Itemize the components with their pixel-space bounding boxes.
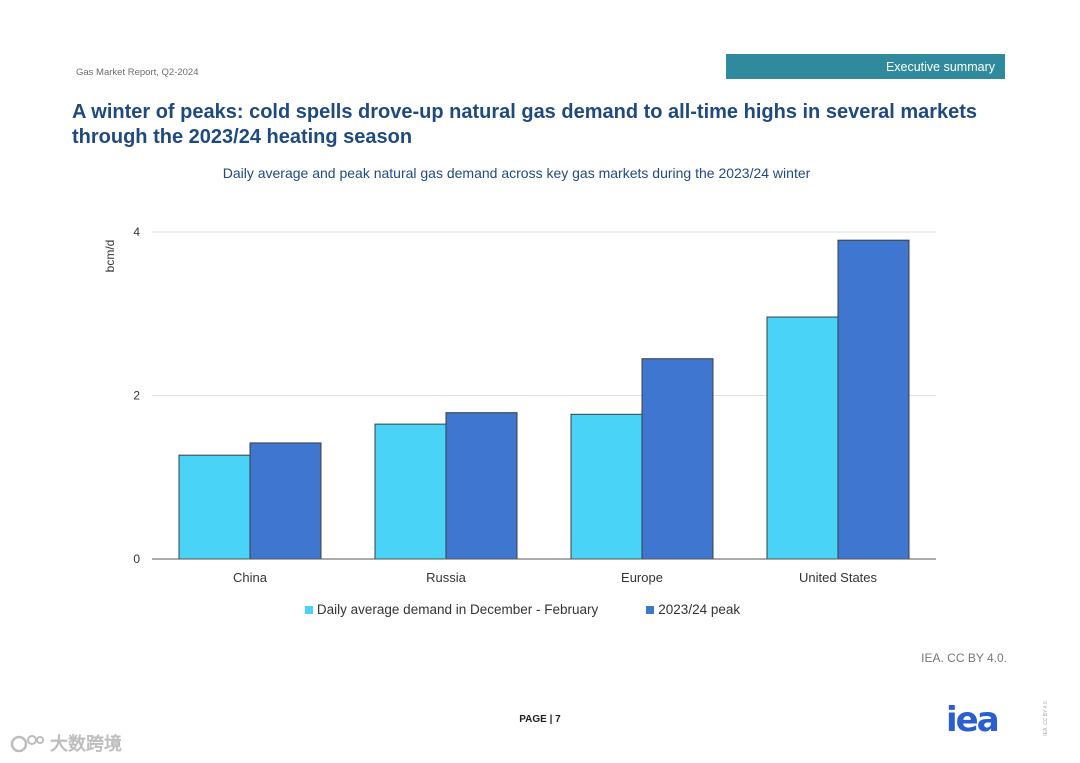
x-axis-ticks: China Russia Europe United States <box>233 570 878 585</box>
bar-average-china <box>178 454 251 560</box>
bar-peak-china <box>249 442 322 560</box>
bar-average-united-states <box>766 316 839 560</box>
y-axis-label: bcm/d <box>103 240 117 273</box>
x-tick-label: Europe <box>621 570 663 585</box>
x-tick-label: United States <box>799 570 878 585</box>
page-number: PAGE | 7 <box>519 714 561 725</box>
legend-item-peak: 2023/24 peak <box>646 602 740 617</box>
legend-swatch-peak <box>646 605 655 614</box>
watermark-icon <box>10 735 44 753</box>
legend-label-average: Daily average demand in December - Febru… <box>316 602 599 617</box>
section-tag: Executive summary <box>726 54 1005 79</box>
bars <box>178 239 910 560</box>
bar-peak-united-states <box>837 239 910 560</box>
chart-credit: IEA. CC BY 4.0. <box>921 651 1007 665</box>
legend-label-peak: 2023/24 peak <box>658 602 741 617</box>
y-axis-ticks: 0 2 4 <box>133 225 140 566</box>
side-license: IEA. CC BY 4.0. <box>1043 700 1049 736</box>
legend-swatch-average <box>304 605 313 614</box>
bar-average-europe <box>570 413 643 560</box>
bar-peak-europe <box>641 358 714 560</box>
x-tick-label: China <box>233 570 268 585</box>
x-tick-label: Russia <box>426 570 467 585</box>
report-name: Gas Market Report, Q2-2024 <box>76 67 199 78</box>
bar-peak-russia <box>445 412 518 560</box>
watermark: 大数跨境 <box>10 730 122 756</box>
y-tick-label: 0 <box>133 552 140 566</box>
watermark-text: 大数跨境 <box>50 734 122 754</box>
iea-logo: iea <box>946 700 1000 740</box>
y-tick-label: 4 <box>133 225 140 239</box>
legend-item-average: Daily average demand in December - Febru… <box>304 602 599 617</box>
bar-average-russia <box>374 423 447 560</box>
chart-title: Daily average and peak natural gas deman… <box>222 165 811 181</box>
chart-legend: Daily average demand in December - Febru… <box>0 602 1045 617</box>
page-title: A winter of peaks: cold spells drove-up … <box>72 101 978 148</box>
y-tick-label: 2 <box>133 389 140 403</box>
